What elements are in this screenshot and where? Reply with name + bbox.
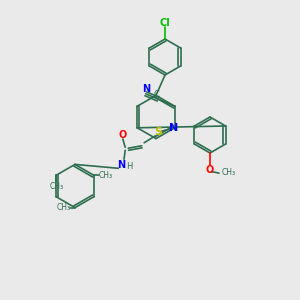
Text: Cl: Cl <box>160 17 170 28</box>
Text: N: N <box>117 160 125 170</box>
Text: CH₃: CH₃ <box>49 182 63 191</box>
Text: N: N <box>169 123 179 133</box>
Text: O: O <box>206 165 214 176</box>
Text: H: H <box>127 162 133 171</box>
Text: O: O <box>118 130 126 140</box>
Text: CH₃: CH₃ <box>56 203 70 212</box>
Text: N: N <box>142 84 150 94</box>
Text: C: C <box>154 89 160 98</box>
Text: S: S <box>154 127 162 137</box>
Text: CH₃: CH₃ <box>98 171 112 180</box>
Text: CH₃: CH₃ <box>222 168 236 177</box>
